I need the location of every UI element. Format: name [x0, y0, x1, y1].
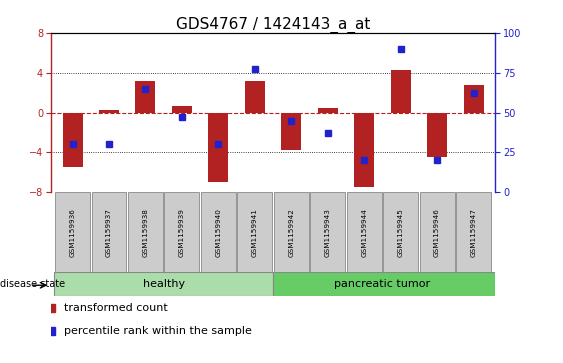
- Bar: [92, 192, 127, 272]
- Bar: [238, 192, 272, 272]
- Bar: [55, 192, 90, 272]
- Text: GSM1159946: GSM1159946: [434, 208, 440, 257]
- Bar: [208, 113, 229, 183]
- Bar: [310, 192, 345, 272]
- Text: transformed count: transformed count: [64, 303, 168, 313]
- Bar: [383, 192, 418, 272]
- Text: GSM1159937: GSM1159937: [106, 208, 112, 257]
- Text: GSM1159942: GSM1159942: [288, 208, 294, 257]
- Text: GSM1159943: GSM1159943: [325, 208, 330, 257]
- Text: GSM1159938: GSM1159938: [142, 208, 149, 257]
- Text: GSM1159941: GSM1159941: [252, 208, 258, 257]
- Text: GSM1159940: GSM1159940: [216, 208, 221, 257]
- Text: pancreatic tumor: pancreatic tumor: [334, 279, 431, 289]
- Bar: [391, 70, 410, 113]
- Bar: [54, 272, 273, 296]
- Text: GSM1159944: GSM1159944: [361, 208, 367, 257]
- Bar: [354, 113, 374, 187]
- Bar: [318, 107, 338, 113]
- Bar: [427, 113, 447, 158]
- Bar: [273, 272, 495, 296]
- Text: GSM1159939: GSM1159939: [179, 208, 185, 257]
- Bar: [274, 192, 309, 272]
- Bar: [245, 81, 265, 113]
- Text: healthy: healthy: [142, 279, 185, 289]
- Text: percentile rank within the sample: percentile rank within the sample: [64, 326, 252, 336]
- Bar: [201, 192, 236, 272]
- Bar: [456, 192, 491, 272]
- Bar: [282, 113, 301, 150]
- Bar: [172, 106, 192, 113]
- Bar: [99, 110, 119, 113]
- Text: GSM1159936: GSM1159936: [70, 208, 75, 257]
- Text: disease state: disease state: [0, 279, 65, 289]
- Text: GSM1159947: GSM1159947: [471, 208, 476, 257]
- Bar: [62, 113, 83, 167]
- Title: GDS4767 / 1424143_a_at: GDS4767 / 1424143_a_at: [176, 16, 370, 33]
- Bar: [136, 81, 155, 113]
- Bar: [347, 192, 382, 272]
- Text: GSM1159945: GSM1159945: [397, 208, 404, 257]
- Bar: [128, 192, 163, 272]
- Bar: [419, 192, 454, 272]
- Bar: [164, 192, 199, 272]
- Bar: [463, 85, 484, 113]
